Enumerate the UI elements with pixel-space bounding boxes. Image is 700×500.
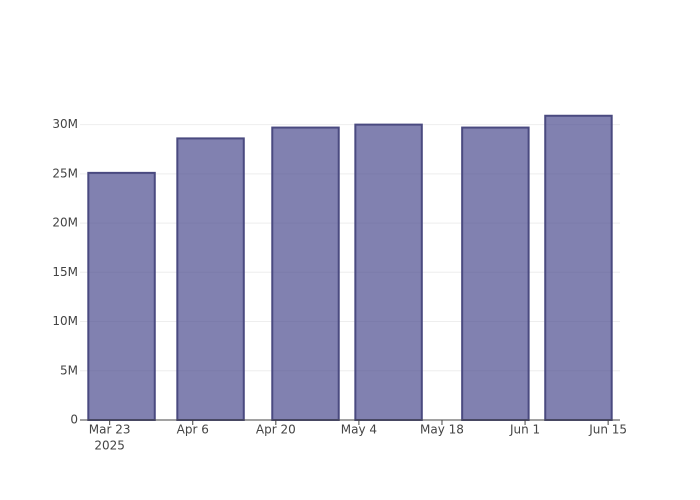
y-tick-label: 0: [70, 413, 78, 427]
bar: [176, 137, 245, 421]
y-tick-label: 25M: [52, 166, 78, 180]
y-tick-label: 20M: [52, 216, 78, 230]
x-tick-label: May 18: [420, 423, 464, 437]
x-tick-label: Apr 6: [177, 423, 209, 437]
bar: [461, 126, 530, 421]
bar: [354, 123, 423, 421]
y-tick-label: 30M: [52, 117, 78, 131]
y-tick-label: 5M: [60, 363, 78, 377]
x-tick-label: May 4: [341, 423, 377, 437]
x-tick-label: Apr 20: [256, 423, 296, 437]
x-tick-label: Jun 1: [509, 423, 540, 437]
x-tick-label: Mar 23: [89, 423, 131, 437]
bar: [87, 171, 156, 421]
bar: [271, 126, 340, 421]
x-tick-label: Jun 15: [588, 423, 627, 437]
y-tick-label: 15M: [52, 265, 78, 279]
x-tick-sublabel: 2025: [94, 439, 125, 453]
y-tick-label: 10M: [52, 314, 78, 328]
bar: [544, 114, 613, 421]
